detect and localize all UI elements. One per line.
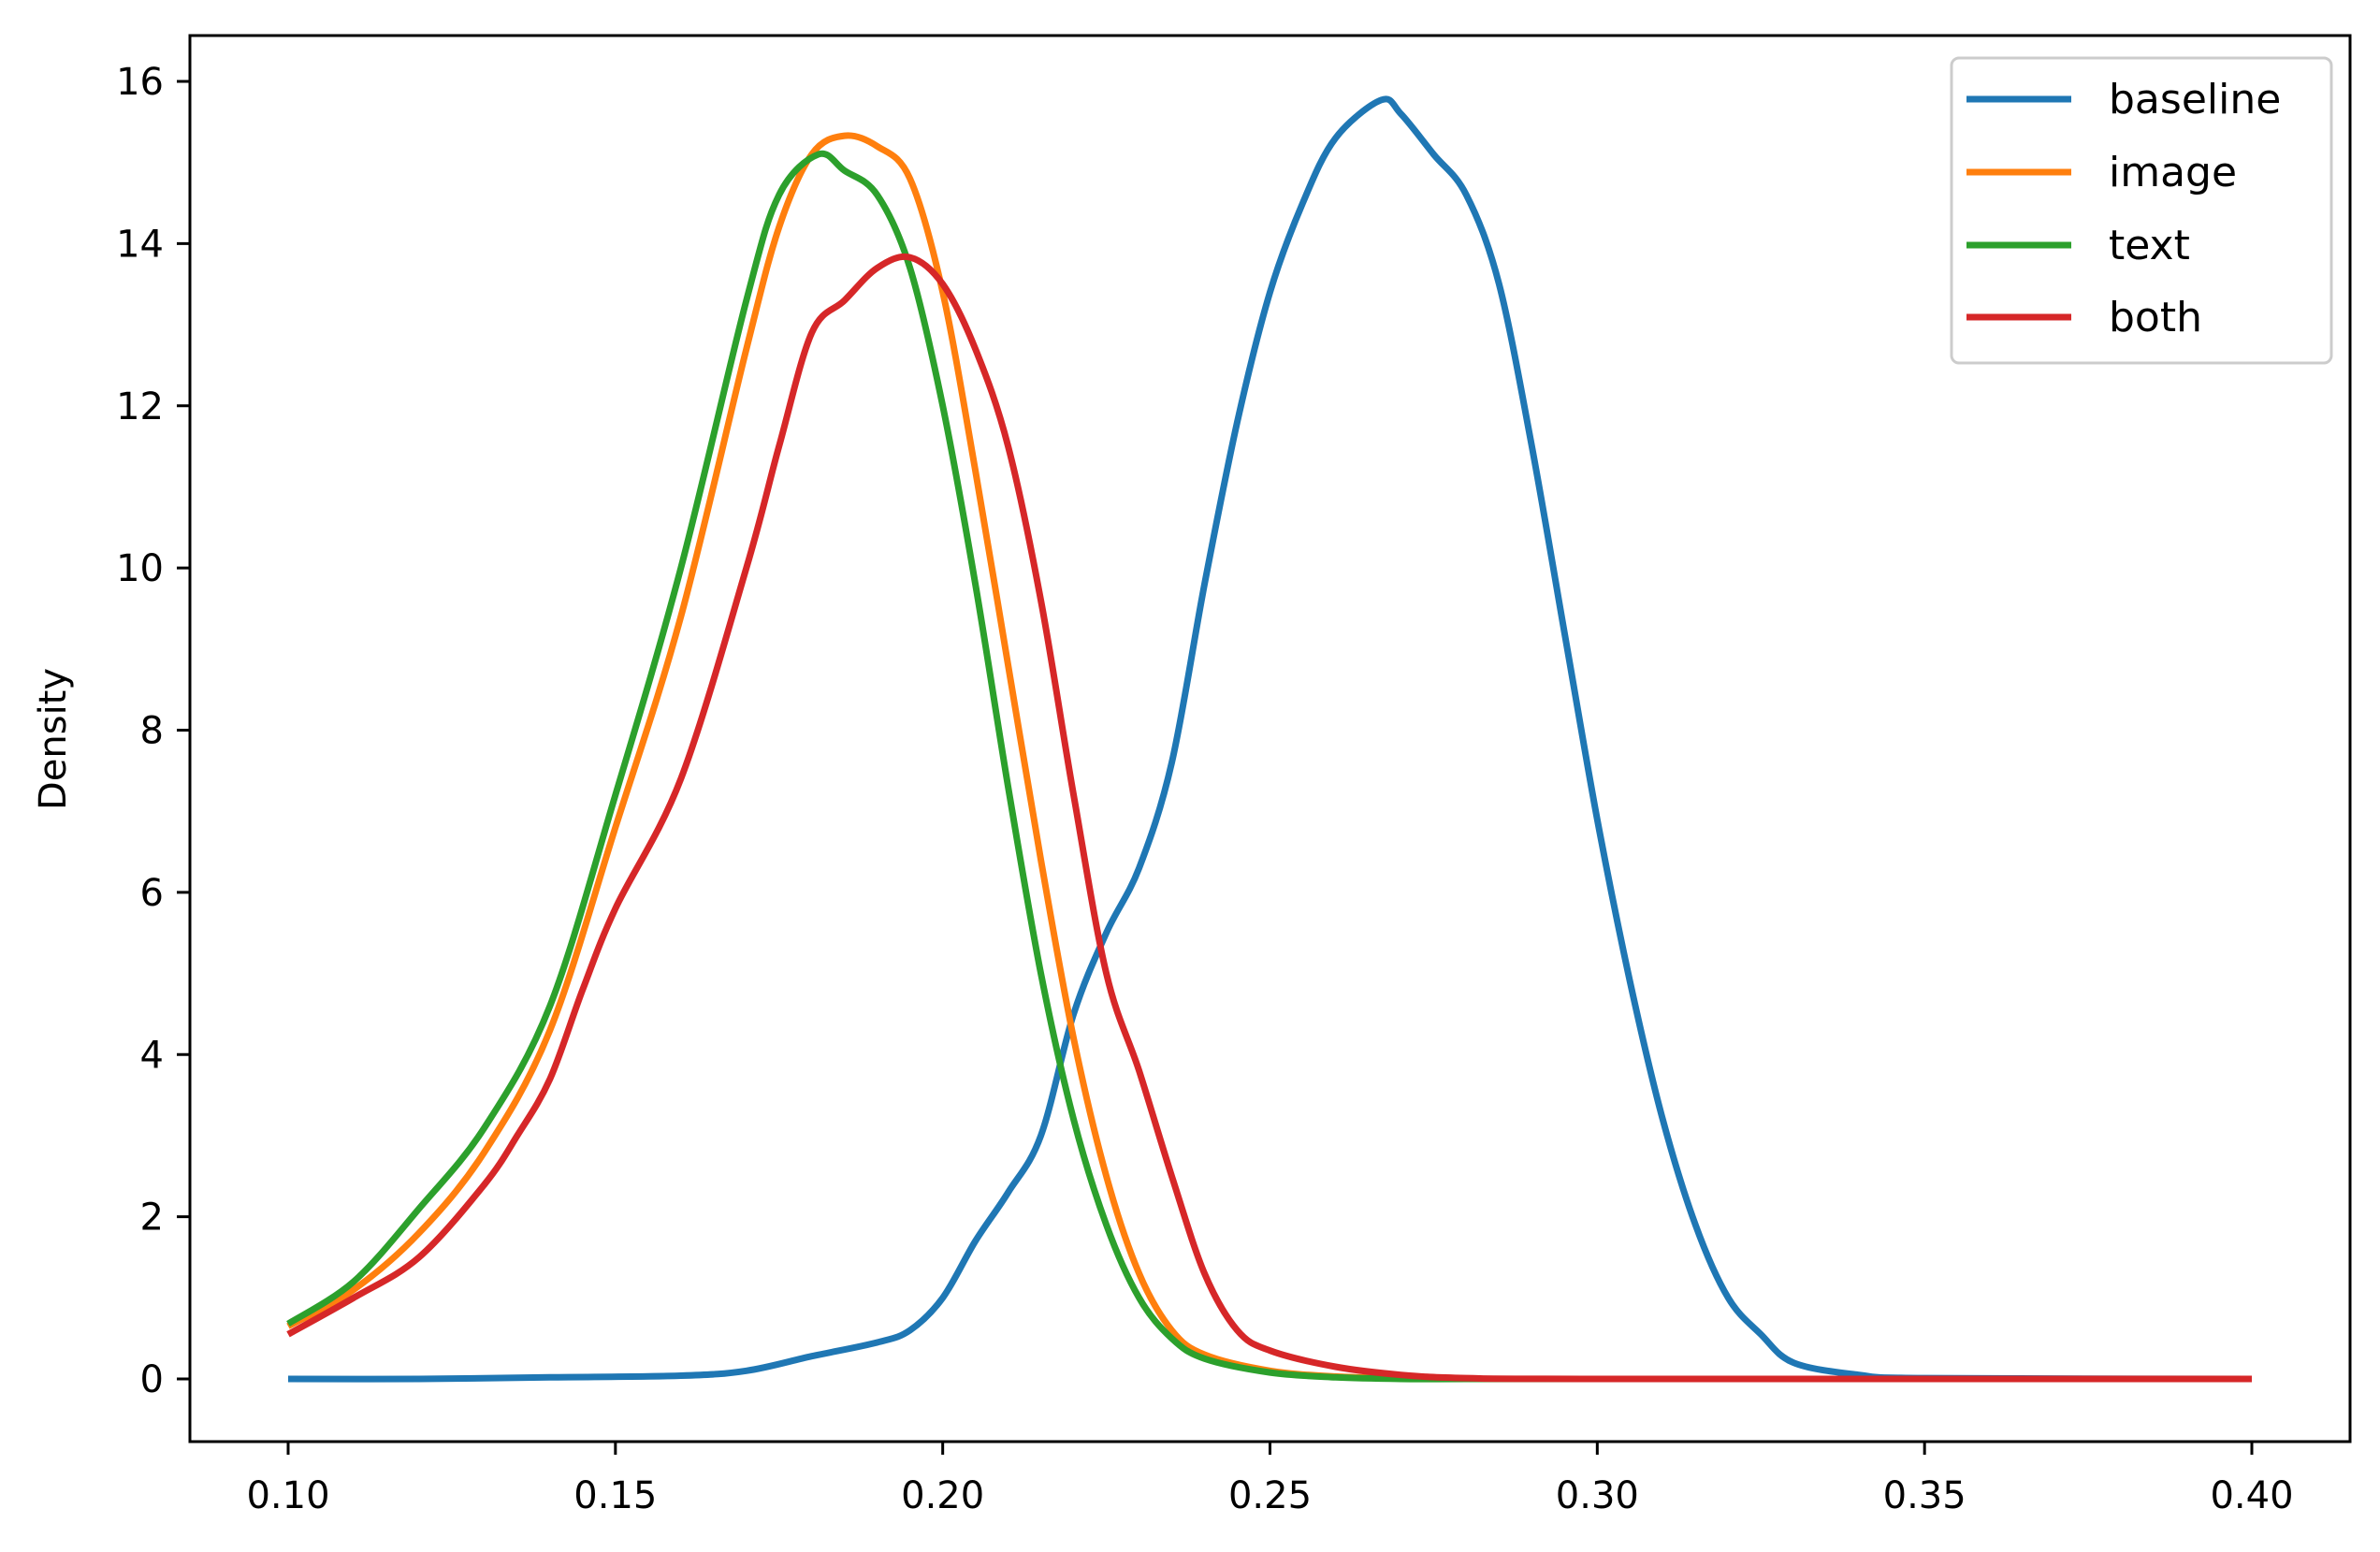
series-line-text [286, 150, 2252, 1383]
x-tick-label: 0.30 [1556, 1474, 1639, 1517]
y-tick-label: 14 [116, 223, 164, 266]
x-tick-label: 0.10 [246, 1474, 329, 1517]
y-axis-label: Density [32, 668, 75, 810]
y-tick-label: 16 [116, 61, 164, 104]
y-axis: 0 2 4 6 8 10 12 14 16 [116, 61, 190, 1401]
y-tick-label: 6 [140, 872, 164, 915]
series-line-baseline [287, 95, 2253, 1383]
legend-label-both: both [2109, 294, 2202, 341]
x-tick-label: 0.35 [1883, 1474, 1966, 1517]
legend-label-image: image [2109, 149, 2237, 196]
y-tick-label: 0 [140, 1358, 164, 1401]
x-axis: 0.10 0.15 0.20 0.25 0.30 0.35 0.40 [246, 1442, 2294, 1517]
legend-item-both: both [1966, 294, 2202, 341]
legend: baseline image text both [1950, 56, 2333, 365]
legend-item-image: image [1966, 149, 2237, 196]
y-tick-label: 12 [116, 385, 164, 428]
legend-item-baseline: baseline [1966, 76, 2281, 123]
y-tick-label: 10 [116, 547, 164, 590]
x-tick-label: 0.20 [901, 1474, 984, 1517]
y-tick-label: 4 [140, 1034, 164, 1077]
x-tick-label: 0.40 [2210, 1474, 2293, 1517]
legend-box [1950, 56, 2333, 365]
legend-label-baseline: baseline [2109, 76, 2281, 123]
y-tick-label: 2 [140, 1197, 164, 1240]
x-tick-label: 0.25 [1228, 1474, 1312, 1517]
x-tick-label: 0.15 [573, 1474, 657, 1517]
series-line-both [286, 253, 2253, 1383]
legend-item-text: text [1966, 222, 2190, 269]
plot-lines [286, 95, 2253, 1383]
legend-label-text: text [2109, 222, 2190, 269]
y-tick-label: 8 [140, 710, 164, 753]
